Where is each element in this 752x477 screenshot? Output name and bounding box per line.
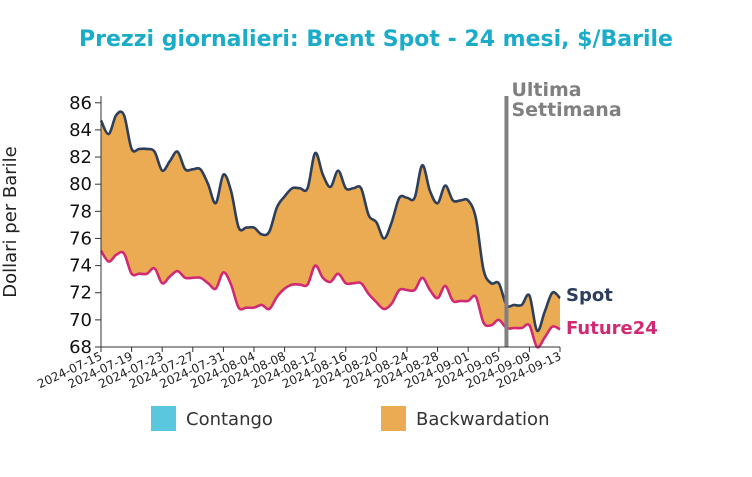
chart-title: Prezzi giornalieri: Brent Spot - 24 mesi…	[79, 27, 673, 52]
y-tick-label: 84	[69, 120, 92, 141]
last-week-label: Ultima	[511, 79, 581, 101]
y-tick-label: 86	[69, 93, 92, 114]
y-tick-label: 76	[69, 228, 92, 249]
series-line-future24	[99, 249, 561, 349]
y-tick-label: 72	[69, 283, 92, 304]
legend-label: Backwardation	[416, 409, 549, 430]
series-label-future24: Future24	[566, 318, 658, 339]
plot-area	[99, 96, 561, 349]
backwardation-area	[101, 111, 560, 348]
legend: Contango Backwardation	[151, 406, 549, 431]
y-tick-label: 68	[69, 337, 92, 358]
y-tick-label: 80	[69, 174, 92, 195]
legend-swatch	[151, 406, 176, 431]
series-label-spot: Spot	[566, 285, 613, 306]
y-axis-label: Dollari per Barile	[0, 146, 21, 298]
y-tick-label: 74	[69, 256, 92, 277]
y-tick-label: 70	[69, 310, 92, 331]
last-week-label: Settimana	[511, 99, 621, 121]
series-line-spot	[99, 110, 561, 333]
legend-label: Contango	[186, 409, 273, 430]
legend-swatch	[381, 406, 406, 431]
y-tick-label: 82	[69, 147, 92, 168]
y-tick-label: 78	[69, 201, 92, 222]
